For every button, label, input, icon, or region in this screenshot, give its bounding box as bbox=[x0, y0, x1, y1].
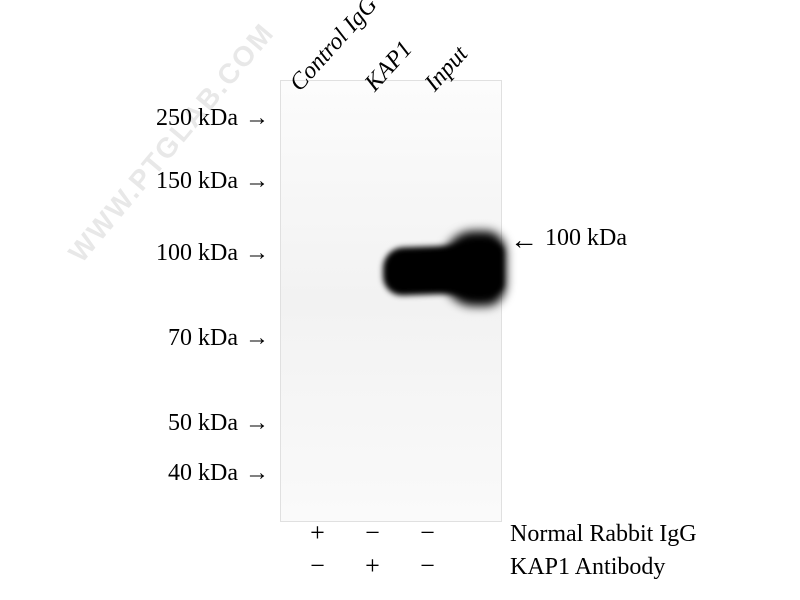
condition-symbol: − bbox=[400, 518, 455, 548]
western-blot-membrane bbox=[280, 80, 502, 522]
arrow-icon: → bbox=[245, 240, 269, 267]
mw-marker-40: 40 kDa bbox=[143, 460, 238, 487]
condition-label-normal-igg: Normal Rabbit IgG bbox=[510, 521, 697, 548]
condition-symbol: − bbox=[290, 551, 345, 581]
condition-symbol: + bbox=[290, 518, 345, 548]
mw-marker-70: 70 kDa bbox=[143, 325, 238, 352]
condition-symbol: + bbox=[345, 551, 400, 581]
condition-label-kap1-antibody: KAP1 Antibody bbox=[510, 554, 665, 581]
arrow-icon: → bbox=[245, 325, 269, 352]
arrow-icon: → bbox=[245, 168, 269, 195]
arrow-icon: → bbox=[245, 460, 269, 487]
mw-marker-100: 100 kDa bbox=[143, 240, 238, 267]
arrow-left-icon: ← bbox=[510, 225, 538, 257]
mw-marker-50: 50 kDa bbox=[143, 410, 238, 437]
band-size-label: 100 kDa bbox=[545, 225, 627, 252]
arrow-icon: → bbox=[245, 105, 269, 132]
condition-row-2: − + − bbox=[290, 551, 455, 581]
figure-container: WWW.PTGLAB.COM 250 kDa → 150 kDa → 100 k… bbox=[0, 0, 800, 600]
condition-symbol: − bbox=[345, 518, 400, 548]
condition-symbol: − bbox=[400, 551, 455, 581]
arrow-icon: → bbox=[245, 410, 269, 437]
condition-row-1: + − − bbox=[290, 518, 455, 548]
mw-marker-150: 150 kDa bbox=[143, 168, 238, 195]
mw-marker-250: 250 kDa bbox=[143, 105, 238, 132]
protein-band-input bbox=[441, 231, 506, 306]
